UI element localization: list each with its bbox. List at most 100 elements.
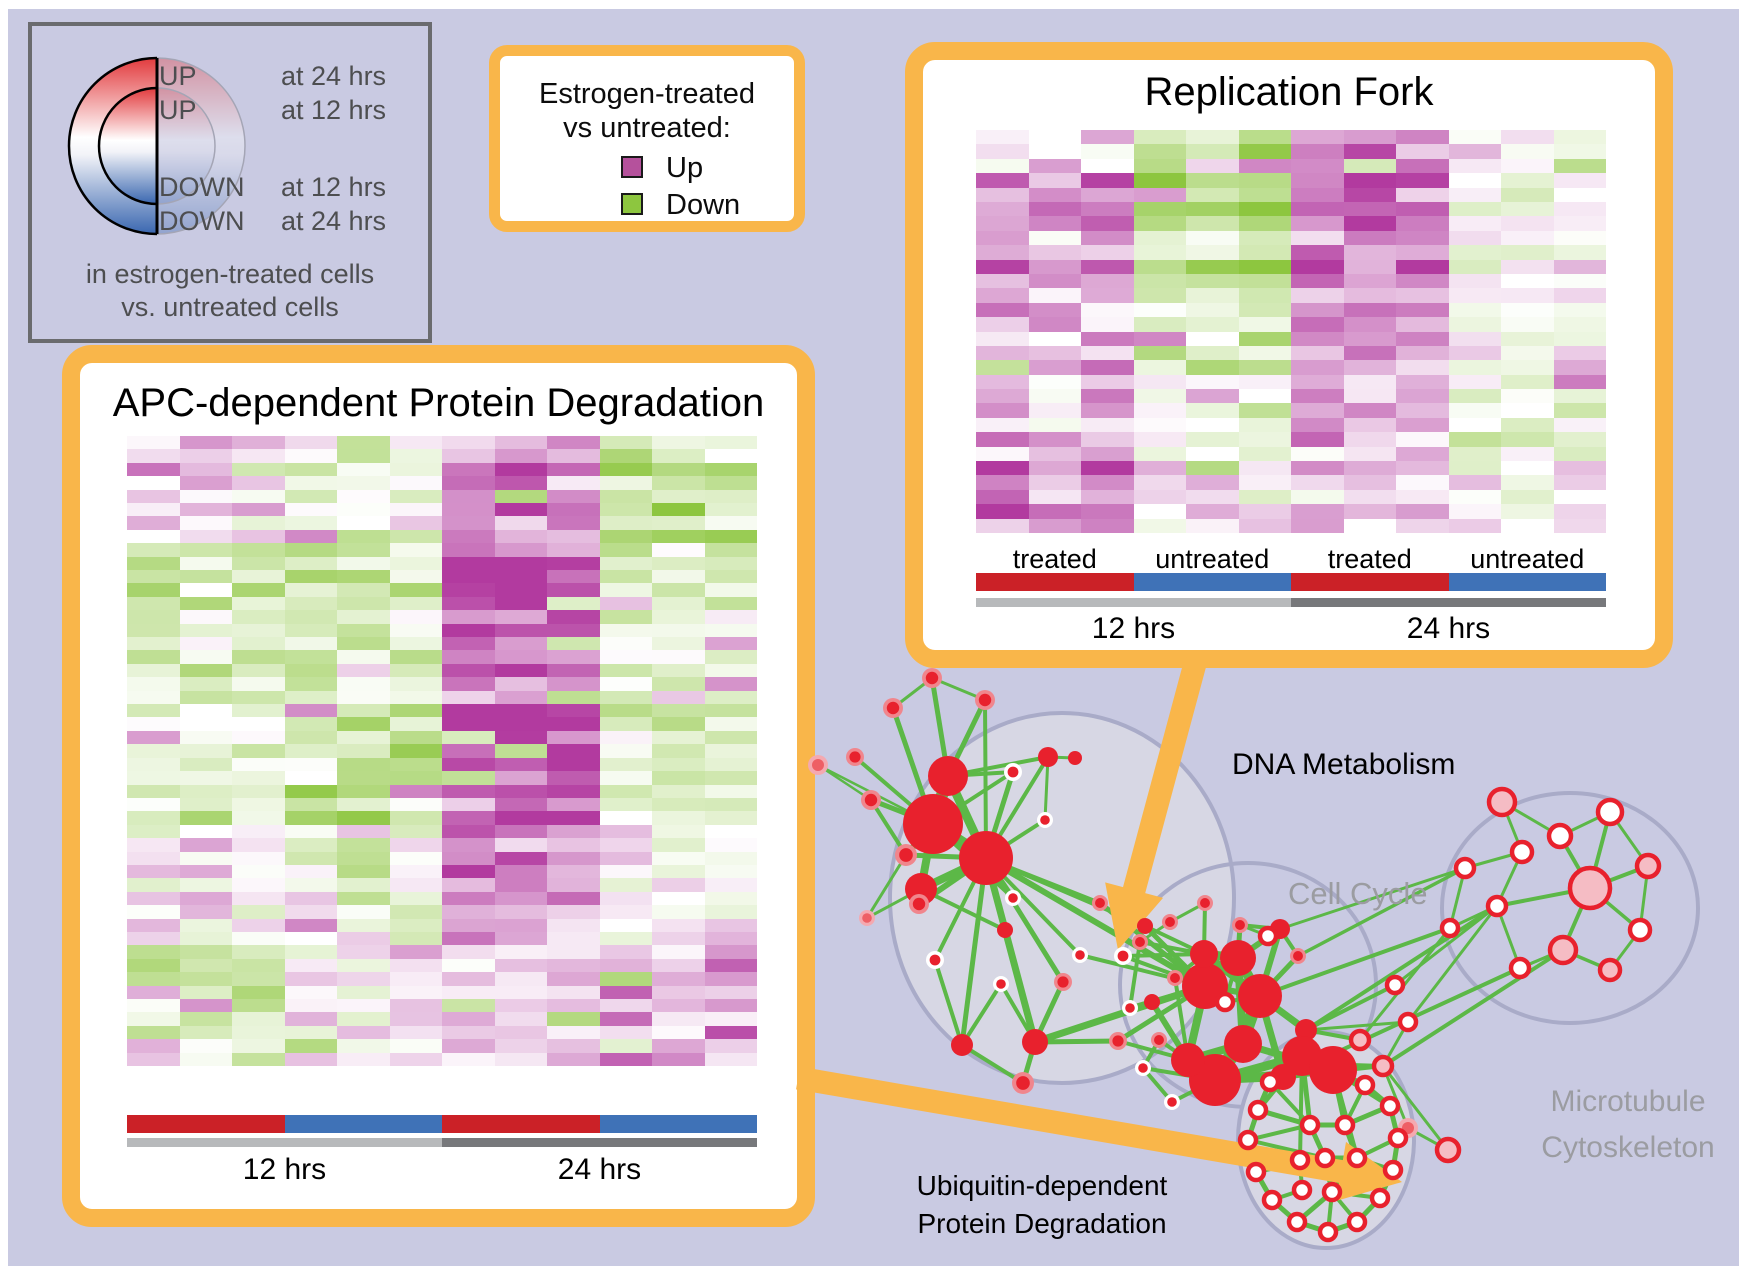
heatmap-cell: [127, 797, 180, 812]
heatmap-cell: [389, 489, 442, 504]
heatmap-cell: [284, 824, 337, 839]
heatmap-cell: [127, 972, 180, 986]
heatmap-cell: [1186, 374, 1239, 390]
heatmap-cell: [704, 570, 757, 584]
heatmap-cell: [284, 556, 337, 571]
time-bar-segment: [976, 598, 1291, 607]
heatmap-cell: [547, 476, 600, 490]
heatmap-cell: [442, 811, 495, 825]
heatmap-cell: [547, 864, 600, 879]
heatmap-cell: [389, 985, 442, 999]
heatmap-cell: [284, 931, 337, 946]
heatmap-cell: [442, 744, 495, 758]
heatmap-cell: [1186, 461, 1239, 476]
condition-bar-segment: [127, 1115, 285, 1133]
heatmap-cell: [1448, 158, 1501, 174]
heatmap-cell: [337, 650, 390, 664]
heatmap-cell: [1291, 331, 1344, 346]
heatmap-cell: [494, 717, 547, 731]
updown-direction-label: UP: [159, 95, 197, 125]
heatmap-cell: [1133, 245, 1186, 260]
heatmap-cell: [284, 583, 337, 597]
heatmap-cell: [652, 838, 705, 852]
heatmap-cell: [442, 891, 495, 906]
heatmap-cell: [179, 637, 232, 651]
heatmap-cell: [1081, 130, 1134, 145]
heatmap-cell: [232, 744, 285, 758]
heatmap-cell: [389, 972, 442, 986]
heatmap-cell: [284, 972, 337, 986]
heatmap-cell: [442, 1039, 495, 1053]
heatmap-cell: [1238, 504, 1291, 519]
heatmap-cell: [652, 784, 705, 798]
heatmap-cell: [1081, 489, 1134, 505]
heatmap-cell: [1291, 302, 1344, 318]
heatmap-cell: [494, 864, 547, 879]
heatmap-cell: [1396, 230, 1449, 246]
heatmap-cell: [337, 918, 390, 932]
updown-direction-label: DOWN: [159, 206, 245, 236]
cluster-label-microtubule-line1: Microtubule: [1550, 1085, 1706, 1118]
heatmap-cell: [704, 476, 757, 490]
heatmap-cell: [494, 838, 547, 852]
heatmap-cell: [704, 998, 757, 1013]
heatmap-cell: [389, 771, 442, 785]
heatmap-cell: [1448, 360, 1501, 375]
heatmap-cell: [337, 663, 390, 678]
heatmap-cell: [1396, 317, 1449, 332]
heatmap-cell: [1238, 302, 1291, 318]
updown-caption-line1: in estrogen-treated cells: [85, 259, 375, 289]
heatmap-cell: [337, 1039, 390, 1053]
heatmap-cell: [442, 516, 495, 530]
heatmap-cell: [389, 650, 442, 664]
heatmap-cell: [547, 583, 600, 597]
heatmap-cell: [704, 757, 757, 772]
heatmap-cell: [1291, 403, 1344, 418]
heatmap-cell: [337, 596, 390, 611]
heatmap-cell: [599, 489, 652, 504]
heatmap-cell: [1028, 144, 1081, 159]
condition-bar-segment: [1448, 573, 1606, 591]
heatmap-cell: [1448, 403, 1501, 418]
heatmap-cell: [547, 824, 600, 839]
heatmap-cell: [232, 529, 285, 544]
heatmap-cell: [1186, 389, 1239, 404]
heatmap-cell: [1186, 403, 1239, 418]
heatmap-cell: [1291, 201, 1344, 217]
heatmap-cell: [1238, 245, 1291, 260]
heatmap-cell: [547, 1012, 600, 1026]
heatmap-cell: [704, 704, 757, 718]
heatmap-cell: [704, 663, 757, 678]
heatmap-cell: [232, 878, 285, 892]
heatmap-cell: [1291, 158, 1344, 174]
heatmap-cell: [1291, 288, 1344, 303]
heatmap-cell: [179, 610, 232, 624]
heatmap-cell: [1396, 144, 1449, 159]
heatmap-cell: [1553, 302, 1606, 318]
heatmap-cell: [389, 690, 442, 705]
heatmap-cell: [704, 838, 757, 852]
heatmap-cell: [547, 503, 600, 517]
heatmap-cell: [1501, 201, 1554, 217]
heatmap-cell: [337, 1025, 390, 1040]
heatmap-cell: [1291, 360, 1344, 375]
heatmap-cell: [494, 529, 547, 544]
heatmap-cell: [284, 1052, 337, 1066]
heatmap-cell: [494, 851, 547, 865]
heatmap-cell: [442, 1025, 495, 1040]
heatmap-cell: [652, 503, 705, 517]
heatmap-cell: [284, 797, 337, 812]
heatmap-cell: [1501, 331, 1554, 346]
heatmap-cell: [704, 824, 757, 839]
heatmap-cell: [442, 583, 495, 597]
heatmap-cell: [1291, 489, 1344, 505]
heatmap-cell: [704, 1052, 757, 1066]
heatmap-cell: [389, 637, 442, 651]
heatmap-cell: [284, 811, 337, 825]
heatmap-cell: [704, 1012, 757, 1026]
heatmap-cell: [1238, 489, 1291, 505]
heatmap-cell: [1396, 245, 1449, 260]
condition-bar-segment: [1133, 573, 1291, 591]
heatmap-cell: [1081, 201, 1134, 217]
apc-time-labels: 12 hrs 24 hrs: [127, 1153, 757, 1187]
